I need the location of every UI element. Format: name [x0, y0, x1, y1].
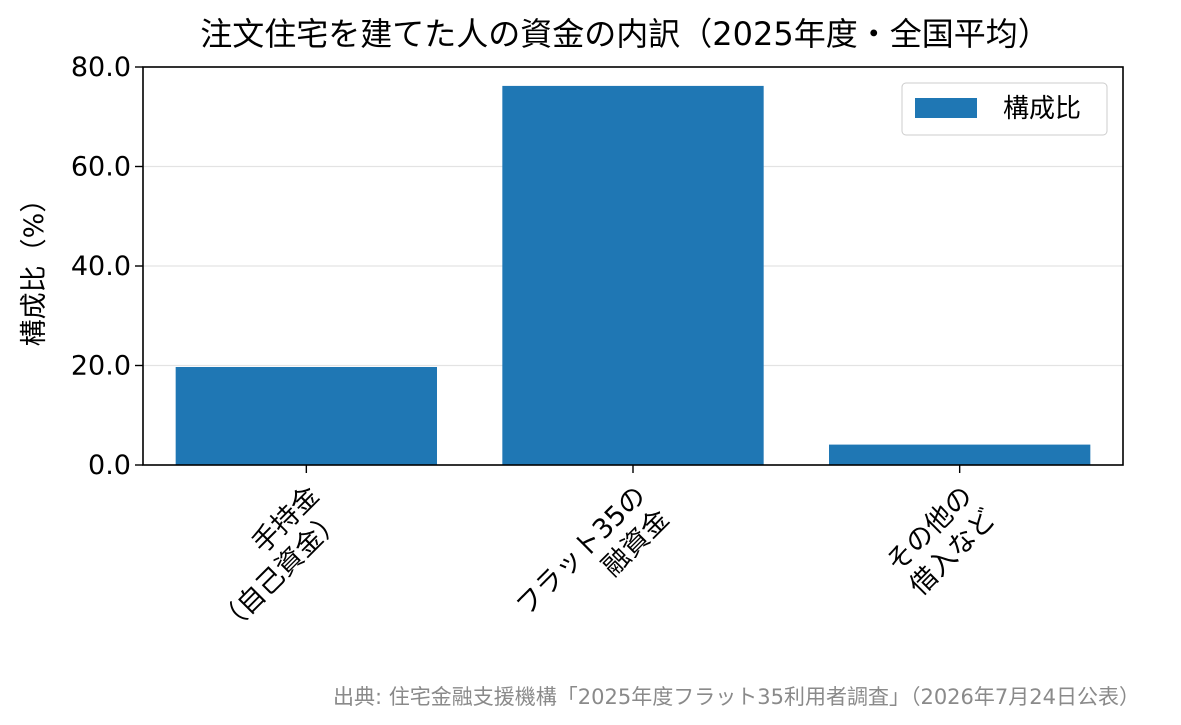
source-note: 出典: 住宅金融支援機構「2025年度フラット35利用者調査」（2026年7月2…	[333, 685, 1140, 709]
y-tick-label-3: 60.0	[71, 152, 131, 183]
x-tick-label-2: その他の借入など	[880, 480, 1002, 602]
y-tick-label-2: 40.0	[71, 251, 131, 282]
bars	[175, 85, 1091, 465]
x-axis-ticks: 手持金（自己資金） フラット35の融資金 その他の借入など	[189, 465, 1002, 645]
y-tick-label-1: 20.0	[71, 351, 131, 382]
bar-1	[502, 85, 764, 465]
x-tick-label-1: フラット35の融資金	[510, 480, 675, 645]
y-axis-ticks: 0.0 20.0 40.0 60.0 80.0	[71, 52, 143, 481]
chart-title: 注文住宅を建てた人の資金の内訳（2025年度・全国平均）	[200, 15, 1049, 53]
y-tick-label-0: 0.0	[88, 450, 131, 481]
bar-0	[175, 366, 437, 465]
legend-frame	[901, 82, 1108, 136]
legend-swatch	[915, 98, 977, 118]
legend: 構成比	[901, 82, 1108, 136]
y-axis-label: 構成比（%）	[19, 186, 50, 347]
bar-2	[829, 444, 1091, 465]
y-tick-label-4: 80.0	[71, 52, 131, 83]
x-tick-label-0: 手持金（自己資金）	[189, 480, 349, 640]
legend-label: 構成比	[1003, 94, 1081, 124]
